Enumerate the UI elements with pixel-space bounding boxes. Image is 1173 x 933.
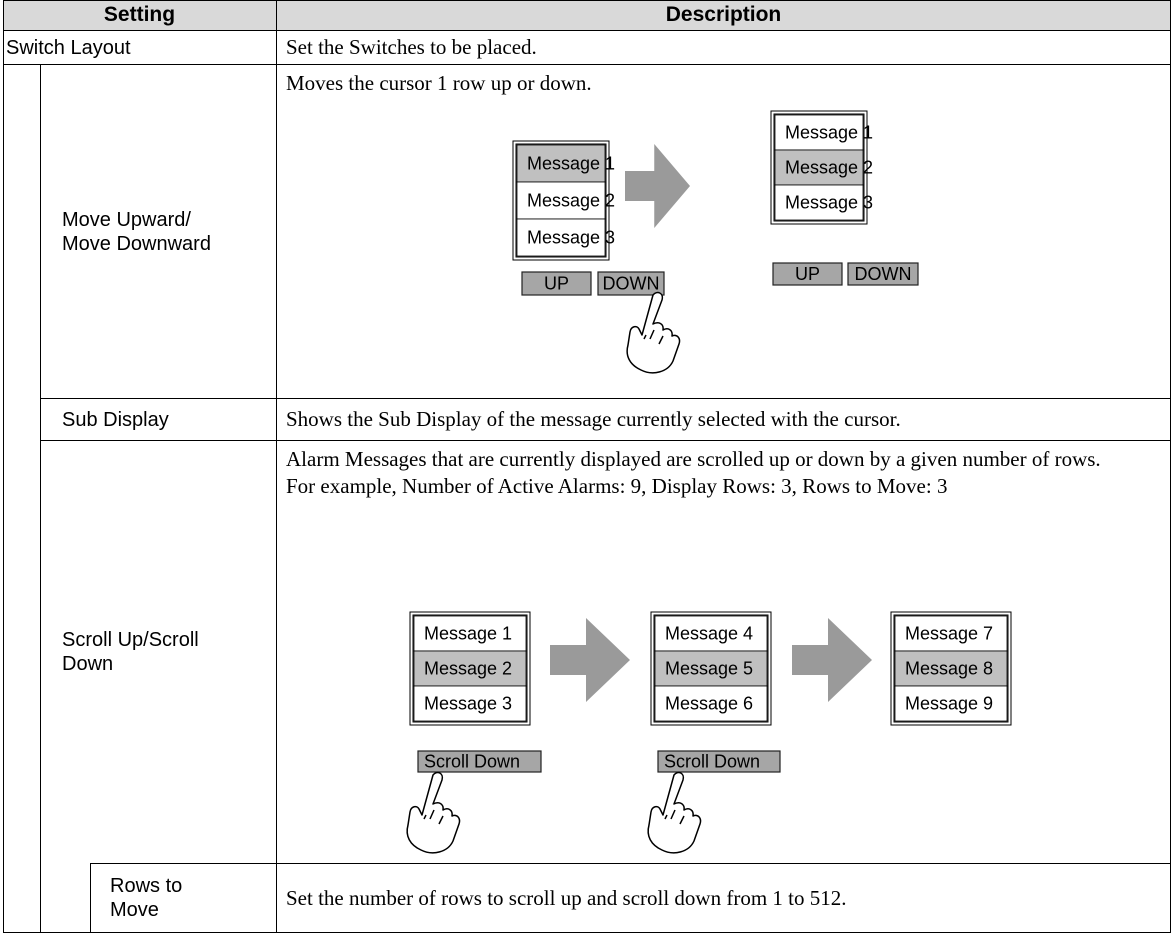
list-item: Message 9 <box>905 693 993 713</box>
list-row <box>654 615 768 652</box>
description-text: Alarm Messages that are currently displa… <box>286 447 1101 471</box>
button <box>417 750 542 773</box>
arrow <box>550 618 630 702</box>
button <box>847 262 919 286</box>
list-item: Message 1 <box>527 153 615 173</box>
button <box>521 271 592 296</box>
setting-text: Move <box>110 899 159 921</box>
description-text: Set the Switches to be placed. <box>286 35 537 59</box>
table-line <box>3 64 1171 65</box>
table-line <box>1170 0 1171 933</box>
list-item: Message 8 <box>905 658 993 678</box>
description-cell: Set the Switches to be placed. <box>286 31 1161 64</box>
header-description: Description <box>277 0 1170 30</box>
setting-cell: Rows to Move <box>110 864 270 932</box>
button-label: UP <box>795 264 820 284</box>
list-row <box>774 184 864 221</box>
list-row <box>894 685 1008 722</box>
list-row <box>654 650 768 687</box>
description-cell: Alarm Messages that are currently displa… <box>286 446 1161 500</box>
button <box>772 262 843 286</box>
list-inner-frame <box>515 143 607 258</box>
setting-text: Move Upward/ <box>62 208 191 231</box>
list-item: Message 3 <box>527 227 615 247</box>
description-text: Shows the Sub Display of the message cur… <box>286 407 901 431</box>
setting-text: Move Downward <box>62 232 211 255</box>
button-label: Scroll Down <box>424 751 520 771</box>
list-item: Message 3 <box>785 192 873 212</box>
table-line <box>276 0 277 933</box>
hand-icon <box>626 291 681 374</box>
list-row <box>413 685 527 722</box>
list-row <box>654 685 768 722</box>
list-row <box>413 650 527 687</box>
list-row <box>516 218 606 257</box>
table-line <box>90 863 1171 864</box>
hand-icon <box>406 771 461 854</box>
list-item: Message 1 <box>785 122 873 142</box>
hand-icon <box>647 771 702 854</box>
description-cell: Shows the Sub Display of the message cur… <box>286 399 1161 440</box>
list-row <box>774 114 864 151</box>
list-item: Message 1 <box>424 623 512 643</box>
table-line <box>40 398 1171 399</box>
list-row <box>516 181 606 220</box>
table-line <box>40 440 1171 441</box>
list-item: Message 2 <box>527 190 615 210</box>
description-cell: Moves the cursor 1 row up or down. <box>286 70 1161 97</box>
arrow <box>792 618 872 702</box>
list-row <box>413 615 527 652</box>
button <box>597 271 665 296</box>
list-item: Message 7 <box>905 623 993 643</box>
description-text: Moves the cursor 1 row up or down. <box>286 71 592 95</box>
setting-cell: Sub Display <box>62 399 270 440</box>
list-row <box>894 615 1008 652</box>
description-text: Set the number of rows to scroll up and … <box>286 885 847 910</box>
list-row <box>516 144 606 183</box>
button-label: DOWN <box>855 264 912 284</box>
setting-text: Down <box>62 653 114 675</box>
list-inner-frame <box>412 614 528 723</box>
list-item: Message 3 <box>424 693 512 713</box>
setting-cell: Switch Layout <box>6 31 270 64</box>
list-row <box>894 650 1008 687</box>
list-item: Message 5 <box>665 658 753 678</box>
button-label: DOWN <box>603 273 660 293</box>
list-inner-frame <box>653 614 769 723</box>
description-text: For example, Number of Active Alarms: 9,… <box>286 474 948 498</box>
header-setting: Setting <box>3 0 276 30</box>
button <box>657 750 781 773</box>
table-line <box>3 0 1171 1</box>
arrow <box>625 144 690 228</box>
description-cell: Set the number of rows to scroll up and … <box>286 864 1161 932</box>
list-row <box>774 149 864 186</box>
table-line <box>40 64 41 933</box>
list-item: Message 2 <box>424 658 512 678</box>
list-inner-frame <box>893 614 1009 723</box>
list-item: Message 4 <box>665 623 753 643</box>
setting-text: Switch Layout <box>6 36 131 59</box>
setting-text: Scroll Up/Scroll <box>62 629 199 651</box>
setting-text: Sub Display <box>62 408 169 431</box>
table-line <box>3 0 4 933</box>
list-item: Message 2 <box>785 157 873 177</box>
table-line <box>90 863 91 932</box>
list-inner-frame <box>773 113 865 222</box>
setting-cell: Move Upward/Move Downward <box>62 65 270 398</box>
setting-text: Rows to <box>110 875 183 897</box>
list-item: Message 6 <box>665 693 753 713</box>
button-label: UP <box>544 273 569 293</box>
setting-cell: Scroll Up/Scroll Down <box>62 441 270 863</box>
button-label: Scroll Down <box>664 751 760 771</box>
table-line <box>3 30 1171 31</box>
